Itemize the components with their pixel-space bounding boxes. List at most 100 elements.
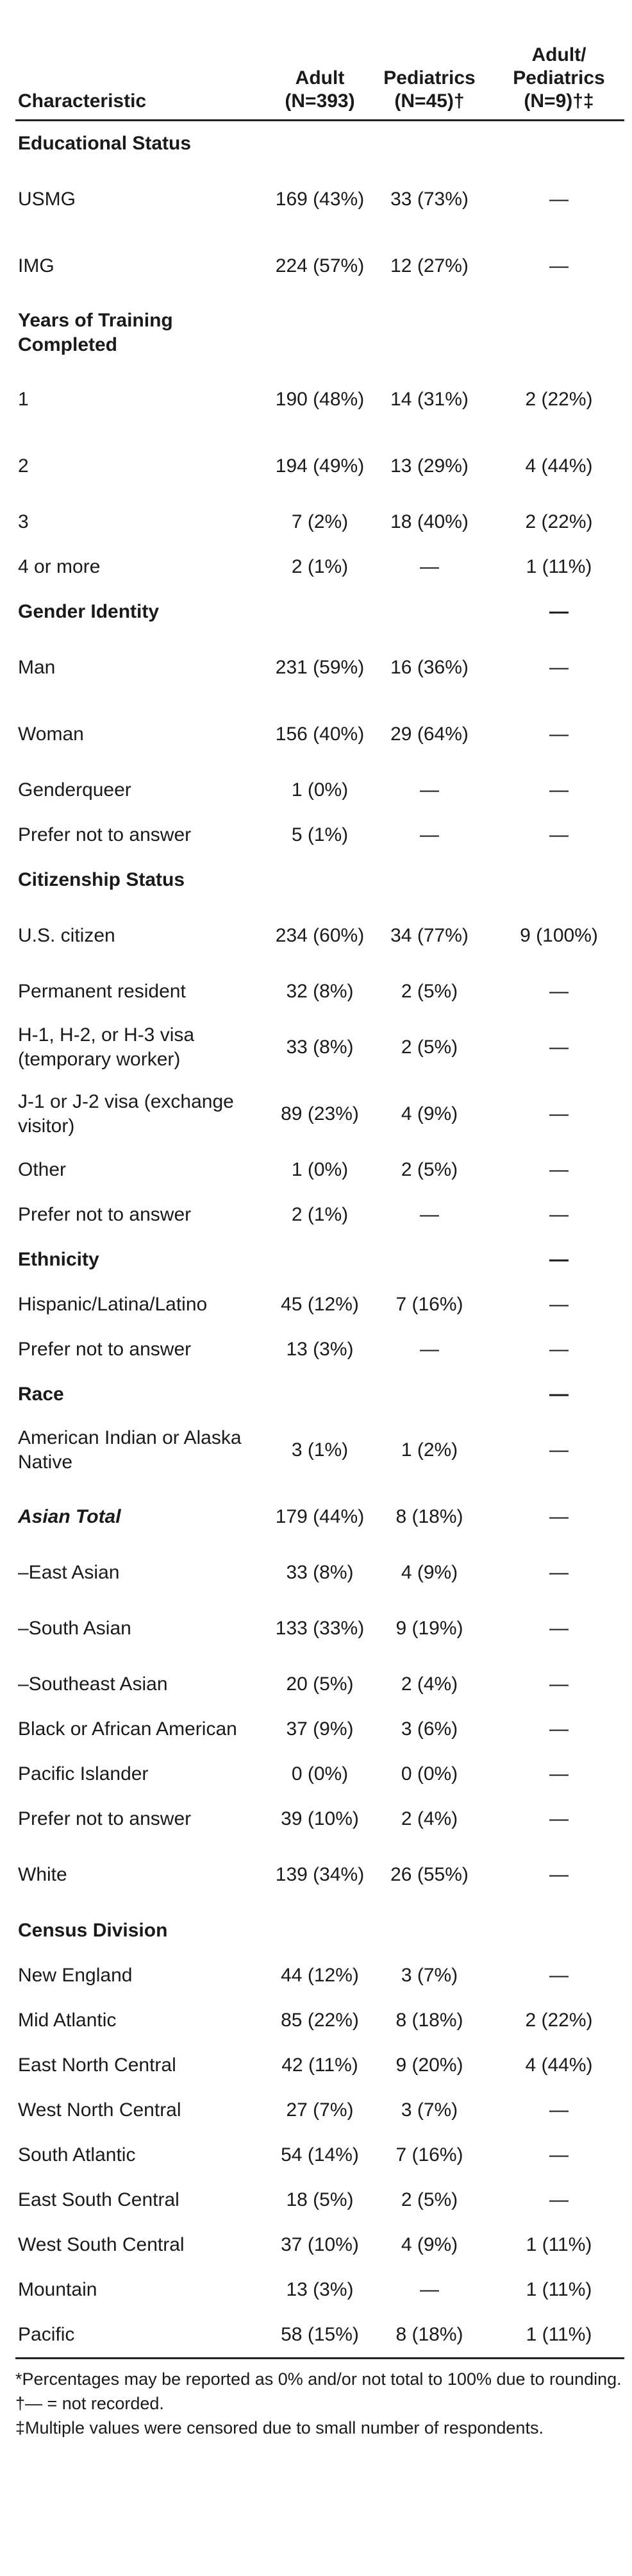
row-label: IMG [18, 255, 54, 276]
adult-pediatrics-value: 4 (44%) [525, 455, 593, 477]
adult-pediatrics-value: — [549, 2099, 569, 2121]
pediatrics-value: 8 (18%) [395, 2010, 463, 2031]
table-row: 3 7 (2%) 18 (40%) 2 (22%) [15, 500, 624, 545]
row-label: Pacific Islander [18, 1763, 149, 1784]
adult-pediatrics-value [494, 858, 624, 902]
table-body: Educational Status USMG 169 (43%) 33 (73%) —… [15, 121, 624, 2359]
table-row: USMG 169 (43%) 33 (73%) — [15, 166, 624, 233]
adult-value: 20 (5%) [286, 1674, 354, 1695]
pediatrics-value: 0 (0%) [401, 1763, 458, 1784]
row-label: USMG [18, 189, 76, 210]
column-header-adult: Adult (N=393) [274, 0, 365, 121]
row-label: Man [18, 657, 56, 678]
table-row: Other 1 (0%) 2 (5%) — [15, 1148, 624, 1192]
pediatrics-value: — [420, 556, 439, 577]
pediatrics-value: 2 (5%) [401, 2189, 458, 2210]
adult-value: 58 (15%) [274, 2312, 365, 2359]
adult-pediatrics-value: — [549, 1618, 569, 1639]
adult-value: 234 (60%) [275, 925, 365, 946]
adult-value: 39 (10%) [281, 1808, 359, 1829]
table-row: 2 194 (49%) 13 (29%) 4 (44%) [15, 433, 624, 500]
pediatrics-value: 9 (19%) [395, 1618, 463, 1639]
adult-value: 0 (0%) [291, 1763, 349, 1784]
row-label: Genderqueer [18, 779, 131, 801]
table-row: –East Asian 33 (8%) 4 (9%) — [15, 1550, 624, 1595]
pediatrics-value [365, 1908, 494, 1953]
row-label: –East Asian [18, 1562, 120, 1583]
row-label: Black or African American [18, 1718, 237, 1740]
table-row: Hispanic/Latina/Latino 45 (12%) 7 (16%) — [15, 1282, 624, 1327]
table-row: Prefer not to answer 39 (10%) 2 (4%) — [15, 1797, 624, 1842]
row-label: Educational Status [18, 133, 192, 154]
table-row: Genderqueer 1 (0%) — — [15, 768, 624, 813]
row-label: Prefer not to answer [18, 1808, 192, 1829]
adult-pediatrics-value: 1 (11%) [526, 2234, 592, 2255]
pediatrics-value: 29 (64%) [390, 724, 469, 745]
section-header-row: Ethnicity — [15, 1237, 624, 1282]
table-row: J-1 or J-2 visa (exchange visitor) 89 (23… [15, 1081, 624, 1148]
adult-pediatrics-value: — [549, 657, 569, 678]
pediatrics-value: 34 (77%) [390, 925, 469, 946]
adult-value [274, 858, 365, 902]
adult-pediatrics-value: — [549, 981, 569, 1002]
adult-value [274, 1908, 365, 1953]
table-row: Black or African American 37 (9%) 3 (6%) — [15, 1707, 624, 1752]
pediatrics-value: 4 (9%) [401, 1103, 458, 1124]
adult-pediatrics-value: — [549, 1562, 569, 1583]
adult-value: 156 (40%) [275, 724, 365, 745]
pediatrics-value: 26 (55%) [390, 1864, 469, 1885]
footnote-rounding: *Percentages may be reported as 0% and/o… [15, 2369, 622, 2389]
table-row: Pacific 58 (15%) 8 (18%) 1 (11%) [15, 2312, 624, 2359]
adult-value: 45 (12%) [281, 1294, 359, 1315]
table-row: Mid Atlantic 85 (22%) 8 (18%) 2 (22%) [15, 1998, 624, 2043]
adult-value: 231 (59%) [275, 657, 365, 678]
table-row: White 139 (34%) 26 (55%) — [15, 1842, 624, 1908]
table-row: Prefer not to answer 5 (1%) — — [15, 813, 624, 858]
adult-pediatrics-value: — [549, 724, 569, 745]
pediatrics-value: 3 (6%) [401, 1718, 458, 1740]
pediatrics-value: — [420, 1204, 439, 1225]
section-header-row: Educational Status [15, 121, 624, 167]
adult-pediatrics-value: — [549, 601, 569, 622]
demographics-table: Characteristic Adult (N=393) Pediatrics … [15, 0, 624, 2359]
adult-value [274, 121, 365, 167]
row-label: Mountain [18, 2279, 97, 2300]
table-row: East South Central 18 (5%) 2 (5%) — [15, 2178, 624, 2223]
adult-pediatrics-value: — [549, 1674, 569, 1695]
adult-value: 2 (1%) [291, 1204, 349, 1225]
table-header: Characteristic Adult (N=393) Pediatrics … [15, 0, 624, 121]
section-header-row: Census Division [15, 1908, 624, 1953]
row-label: Citizenship Status [18, 869, 185, 890]
adult-value: 33 (8%) [286, 1562, 354, 1583]
pediatrics-value [365, 300, 494, 366]
section-header-row: Race — [15, 1372, 624, 1417]
row-label: Race [18, 1384, 64, 1405]
row-label: West South Central [18, 2234, 185, 2255]
adult-pediatrics-value: — [549, 1506, 569, 1527]
pediatrics-value: — [420, 2279, 439, 2300]
adult-value: 27 (7%) [286, 2099, 354, 2121]
row-label: –Southeast Asian [18, 1674, 168, 1695]
pediatrics-value: 14 (31%) [390, 389, 469, 410]
adult-value: 18 (5%) [286, 2189, 354, 2210]
row-label: Asian Total [18, 1506, 121, 1527]
table-row: H-1, H-2, or H-3 visa (temporary worker)… [15, 1014, 624, 1081]
adult-pediatrics-value: — [549, 189, 569, 210]
pediatrics-value: 4 (9%) [401, 1562, 458, 1583]
adult-pediatrics-value: — [549, 1763, 569, 1784]
adult-pediatrics-value: 1 (11%) [494, 2312, 624, 2359]
pediatrics-value: 3 (7%) [401, 2099, 458, 2121]
row-label: 3 [18, 511, 29, 532]
pediatrics-value [365, 121, 494, 167]
table-row: U.S. citizen 234 (60%) 34 (77%) 9 (100%) [15, 902, 624, 969]
adult-pediatrics-value: — [549, 824, 569, 845]
pediatrics-value: 33 (73%) [390, 189, 469, 210]
adult-pediatrics-value: 2 (22%) [525, 511, 593, 532]
table-row: Prefer not to answer 13 (3%) — — [15, 1327, 624, 1372]
adult-value: 32 (8%) [286, 981, 354, 1002]
adult-pediatrics-value [494, 300, 624, 366]
pediatrics-value: 2 (4%) [401, 1674, 458, 1695]
adult-value: 190 (48%) [275, 389, 365, 410]
row-label: Years of Training Completed [18, 310, 173, 355]
pediatrics-value [365, 1237, 494, 1282]
